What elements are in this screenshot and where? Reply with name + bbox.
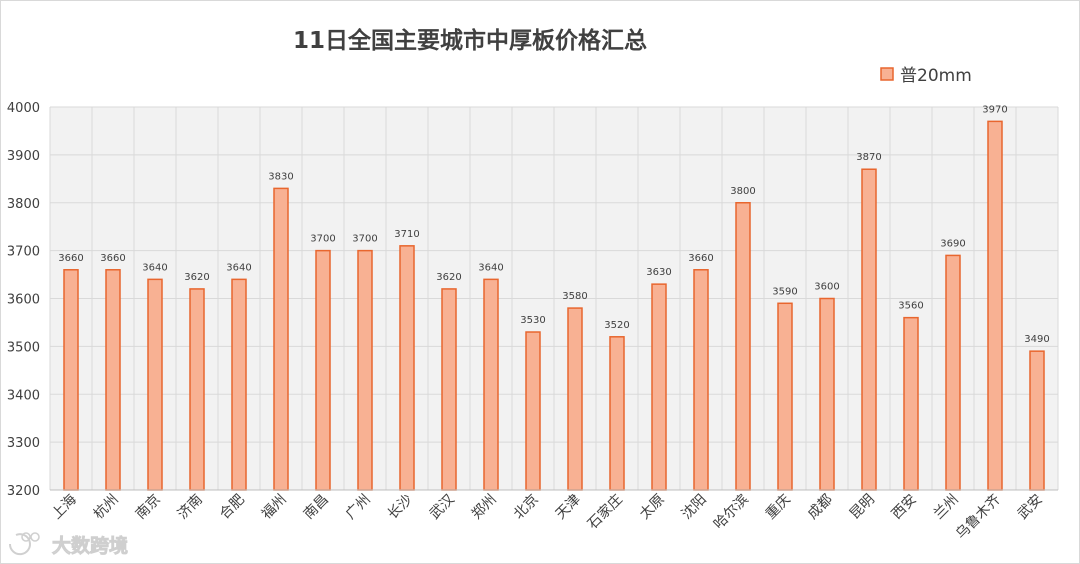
data-label: 3580	[562, 291, 587, 302]
chart-title: 11日全国主要城市中厚板价格汇总	[293, 27, 647, 54]
logo-icon	[8, 532, 40, 556]
x-tick-label: 兰州	[931, 492, 962, 523]
x-tick-label: 合肥	[217, 492, 248, 523]
x-tick-label: 西安	[889, 492, 920, 523]
legend: 普20mm	[880, 66, 972, 86]
data-label: 3690	[940, 238, 965, 249]
data-label: 3620	[184, 272, 209, 283]
bar-北京	[525, 331, 541, 491]
data-label: 3830	[268, 171, 293, 182]
y-tick-label: 3500	[7, 340, 40, 355]
data-label: 3640	[142, 262, 167, 273]
bar-福州	[273, 187, 289, 491]
x-tick-label: 乌鲁木齐	[953, 492, 1004, 543]
legend-label: 普20mm	[900, 66, 972, 86]
bar-石家庄	[609, 336, 625, 491]
bar-昆明	[861, 168, 877, 491]
x-tick-label: 太原	[637, 492, 668, 523]
x-tick-label: 福州	[259, 492, 290, 523]
x-tick-label: 哈尔滨	[711, 492, 752, 533]
x-axis: 上海 杭州 南京 济南 合肥 福州 南昌 广州 长沙 武汉 郑州 北京 天津 石家庄 太原 沈阳 哈尔滨 重庆 成都…	[49, 489, 1058, 543]
x-tick-label: 石家庄	[584, 491, 626, 533]
y-tick-label: 3400	[7, 388, 40, 403]
data-label: 3560	[898, 301, 923, 312]
data-label: 3660	[58, 253, 83, 264]
bar-哈尔滨	[735, 202, 751, 491]
bar-太原	[651, 283, 667, 491]
y-tick-label: 3200	[7, 484, 40, 499]
y-axis: 3200 3300 3400 3500 3600 3700 3800 3900 4000	[7, 101, 40, 499]
bar-郑州	[483, 278, 499, 491]
bar-武汉	[441, 288, 457, 491]
y-tick-label: 3700	[7, 245, 40, 260]
x-tick-label: 成都	[805, 492, 836, 523]
bar-长沙	[399, 245, 415, 491]
bar-天津	[567, 307, 583, 491]
x-tick-label: 天津	[553, 492, 584, 523]
bar-沈阳	[693, 269, 709, 491]
data-label: 3640	[226, 262, 251, 273]
data-label: 3700	[310, 234, 335, 245]
bar-武安	[1029, 350, 1045, 491]
data-label: 3640	[478, 262, 503, 273]
x-tick-label: 昆明	[847, 492, 878, 523]
data-label: 3620	[436, 272, 461, 283]
bar-兰州	[945, 254, 961, 491]
data-label: 3970	[982, 104, 1007, 115]
y-tick-label: 3300	[7, 436, 40, 451]
x-tick-label: 广州	[343, 492, 374, 523]
x-tick-label: 郑州	[469, 492, 500, 523]
x-tick-label: 济南	[175, 492, 206, 523]
data-label: 3660	[688, 253, 713, 264]
bar-杭州	[105, 269, 121, 491]
bar-重庆	[777, 302, 793, 491]
x-tick-label: 北京	[511, 492, 542, 523]
bar-上海	[63, 269, 79, 491]
data-label: 3800	[730, 186, 755, 197]
data-label: 3590	[772, 286, 797, 297]
data-label: 3490	[1024, 334, 1049, 345]
bar-南京	[147, 278, 163, 491]
bar-合肥	[231, 278, 247, 491]
y-tick-label: 4000	[7, 101, 40, 116]
data-labels: 3660 3660 3640 3620 3640 3830 3700 3700 3710 3620…	[58, 104, 1049, 345]
data-label: 3520	[604, 320, 629, 331]
y-tick-label: 3600	[7, 293, 40, 308]
watermark: 大数跨境	[8, 532, 128, 557]
bar-济南	[189, 288, 205, 491]
x-tick-label: 杭州	[91, 492, 122, 523]
y-tick-label: 3800	[7, 197, 40, 212]
bar-series	[63, 120, 1045, 491]
x-tick-label: 上海	[49, 492, 80, 523]
watermark-text: 大数跨境	[52, 534, 128, 557]
data-label: 3630	[646, 267, 671, 278]
x-tick-label: 长沙	[385, 492, 416, 523]
data-label: 3710	[394, 229, 419, 240]
data-label: 3700	[352, 234, 377, 245]
x-tick-label: 南昌	[301, 492, 332, 523]
x-tick-label: 南京	[133, 492, 164, 523]
bar-西安	[903, 316, 919, 491]
x-tick-label: 武安	[1015, 492, 1046, 523]
data-label: 3530	[520, 315, 545, 326]
bar-南昌	[315, 249, 331, 491]
bar-乌鲁木齐	[987, 120, 1003, 491]
x-tick-label: 重庆	[763, 492, 794, 523]
data-label: 3660	[100, 253, 125, 264]
x-tick-label: 武汉	[427, 492, 458, 523]
y-tick-label: 3900	[7, 149, 40, 164]
data-label: 3600	[814, 282, 839, 293]
bar-成都	[819, 297, 835, 491]
x-tick-label: 沈阳	[679, 492, 710, 523]
bar-广州	[357, 249, 373, 491]
data-label: 3870	[856, 152, 881, 163]
legend-swatch	[880, 67, 894, 81]
